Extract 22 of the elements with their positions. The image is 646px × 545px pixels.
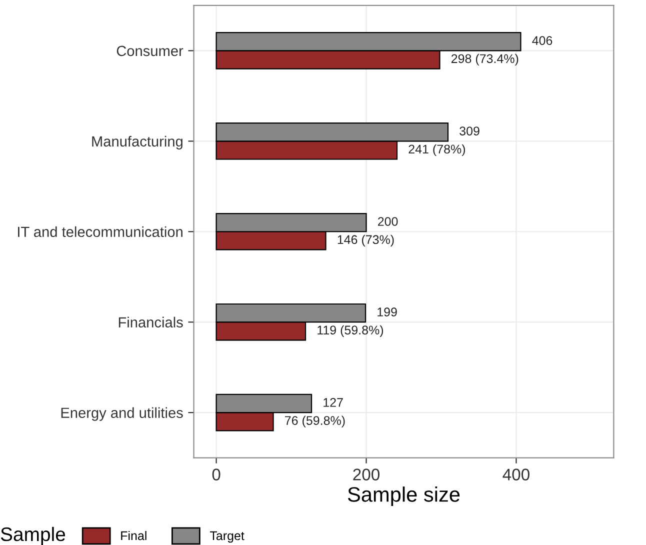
x-tick-label: 400 bbox=[502, 468, 530, 480]
data-label: 298 (73.4%) bbox=[451, 54, 518, 66]
legend-title: Sample bbox=[0, 526, 66, 545]
data-label: 200 bbox=[378, 217, 398, 226]
data-label: 119 (59.8%) bbox=[318, 325, 384, 337]
x-tick-label: 0 bbox=[212, 468, 220, 480]
data-label: 241 (78%) bbox=[408, 144, 466, 156]
legend-label: Final bbox=[121, 530, 146, 540]
x-tick-label: 200 bbox=[353, 468, 380, 480]
data-label: 309 bbox=[460, 126, 480, 136]
y-tick-label: IT and telecommunication bbox=[18, 226, 182, 238]
data-label: 146 (73%) bbox=[338, 234, 394, 246]
data-label: 199 bbox=[378, 308, 397, 316]
y-tick-label: Consumer bbox=[116, 46, 184, 56]
data-label: 127 bbox=[324, 398, 343, 407]
y-tick-label: Energy and utilities bbox=[61, 407, 183, 421]
data-label: 406 bbox=[532, 36, 552, 45]
y-tick-label: Manufacturing bbox=[92, 136, 182, 150]
y-tick-label: Financials bbox=[118, 316, 183, 328]
legend-label: Target bbox=[210, 531, 244, 543]
x-axis-title: Sample size bbox=[348, 486, 460, 506]
data-label: 76 (59.8%) bbox=[285, 416, 345, 428]
